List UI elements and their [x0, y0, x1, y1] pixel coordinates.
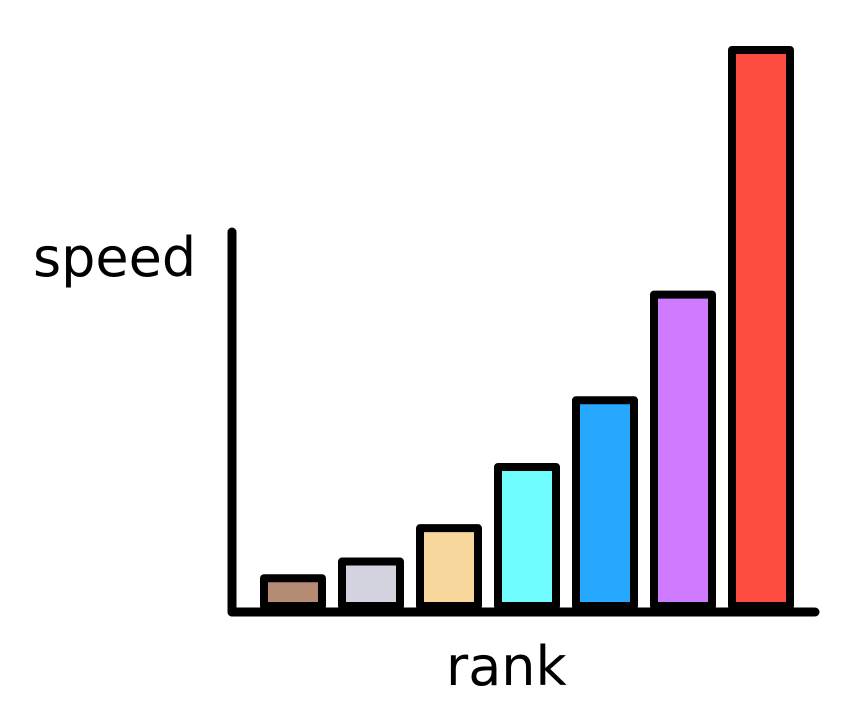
bar-2 [338, 557, 404, 611]
bar-4 [494, 463, 560, 610]
x-axis-label: rank [446, 635, 568, 698]
bar-6 [650, 290, 716, 610]
bar-7 [728, 46, 794, 610]
bar-1 [260, 574, 326, 611]
bar-5 [572, 396, 638, 610]
bar-3 [416, 524, 482, 610]
bars-group [260, 46, 794, 611]
y-axis-label: speed [33, 226, 196, 289]
